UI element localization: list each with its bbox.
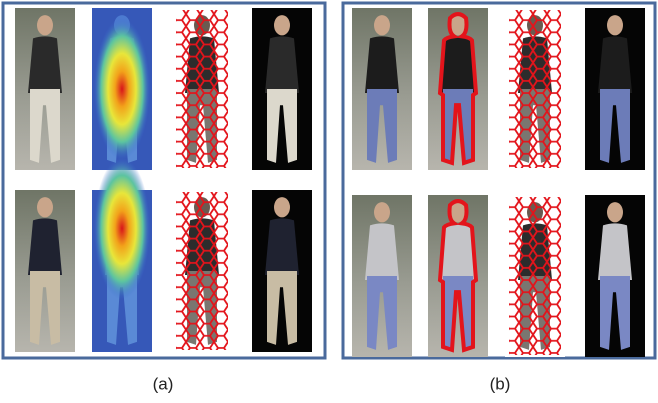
person-head: [274, 197, 290, 218]
person-torso: [365, 36, 399, 94]
person-head: [37, 197, 53, 218]
person-legs: [267, 89, 297, 163]
contour: [437, 199, 479, 353]
contour: [437, 12, 479, 166]
heat-blob: [94, 157, 150, 300]
person-legs: [367, 89, 397, 163]
person-torso: [598, 36, 632, 94]
image-photo: [15, 8, 75, 170]
image-mesh: [505, 195, 565, 357]
image-seg: [252, 8, 312, 170]
person-head: [450, 15, 466, 36]
person-head: [374, 202, 390, 223]
person-legs: [267, 271, 297, 345]
person-torso: [265, 36, 299, 94]
person-legs: [600, 276, 630, 350]
person-head: [274, 15, 290, 36]
image-mesh: [172, 190, 232, 352]
person-torso: [28, 218, 62, 276]
person-legs: [367, 276, 397, 350]
person-torso: [265, 218, 299, 276]
image-photo: [15, 190, 75, 352]
person-legs: [30, 89, 60, 163]
panel-b-caption: (b): [490, 374, 511, 393]
image-mesh: [505, 8, 565, 170]
image-heat: [92, 8, 152, 170]
superpixel-mesh: [176, 192, 228, 350]
person-head: [374, 15, 390, 36]
image-outline: [428, 8, 488, 170]
image-heat: [92, 157, 152, 352]
superpixel-mesh: [509, 10, 561, 168]
person-head: [450, 202, 466, 223]
image-seg: [585, 8, 645, 170]
superpixel-mesh: [509, 197, 561, 355]
image-mesh: [172, 8, 232, 170]
superpixel-mesh: [176, 10, 228, 168]
image-outline: [428, 195, 488, 357]
panel-a-caption: (a): [153, 374, 174, 393]
person-torso: [365, 223, 399, 281]
image-cells: [15, 8, 645, 357]
image-photo: [352, 8, 412, 170]
heat-blob: [94, 18, 150, 160]
person-torso: [28, 36, 62, 94]
person-torso: [598, 223, 632, 281]
image-seg: [252, 190, 312, 352]
person-legs: [30, 271, 60, 345]
person-torso: [441, 36, 475, 94]
person-legs: [443, 89, 473, 163]
person-torso: [441, 223, 475, 281]
person-head: [607, 202, 623, 223]
image-seg: [585, 195, 645, 357]
person-head: [607, 15, 623, 36]
person-legs: [443, 276, 473, 350]
person-legs: [600, 89, 630, 163]
person-head: [37, 15, 53, 36]
image-photo: [352, 195, 412, 357]
